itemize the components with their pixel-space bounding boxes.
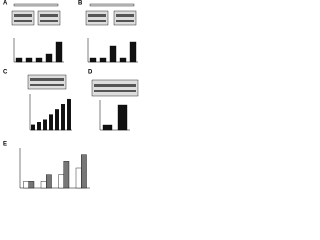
bar [58, 174, 64, 189]
blot [91, 79, 139, 97]
band [116, 20, 134, 22]
bar [23, 181, 29, 189]
bar [15, 57, 23, 63]
header-bar [89, 3, 135, 7]
bar [40, 181, 47, 189]
bar [35, 57, 43, 63]
bar [89, 57, 97, 63]
blot [37, 10, 61, 26]
bar [99, 57, 107, 63]
blot [27, 74, 67, 90]
band [88, 14, 106, 17]
header-bar [13, 3, 59, 7]
bar [28, 181, 35, 189]
panel-label: B [78, 1, 83, 7]
bar [75, 167, 82, 189]
bar [37, 122, 42, 131]
panel-label: A [3, 1, 8, 7]
band [30, 78, 64, 81]
band [116, 14, 134, 17]
band [94, 84, 136, 87]
band [14, 20, 32, 22]
figure: A B C D E [3, 1, 139, 189]
bar [63, 161, 70, 189]
band [30, 84, 64, 86]
bar [45, 53, 53, 63]
bar [43, 119, 48, 131]
band [40, 20, 58, 22]
blots [11, 3, 139, 97]
band [14, 14, 32, 17]
band [88, 20, 106, 22]
panel-label: E [3, 142, 7, 148]
bar [119, 57, 127, 63]
bar [55, 41, 63, 63]
blot [11, 10, 35, 26]
band [94, 90, 136, 92]
bar [66, 98, 71, 131]
blot [85, 10, 109, 26]
band [40, 14, 58, 17]
bar [109, 45, 117, 63]
bar [81, 154, 87, 189]
blot [113, 10, 137, 26]
panel-label: D [88, 70, 93, 76]
bar [55, 109, 60, 131]
bar [117, 104, 128, 131]
bar [61, 104, 66, 131]
bar [129, 41, 137, 63]
bar [46, 174, 52, 189]
panel-label: C [3, 70, 8, 76]
bar [31, 124, 36, 131]
bar [49, 114, 54, 131]
bar [25, 57, 33, 63]
bar [102, 124, 113, 131]
